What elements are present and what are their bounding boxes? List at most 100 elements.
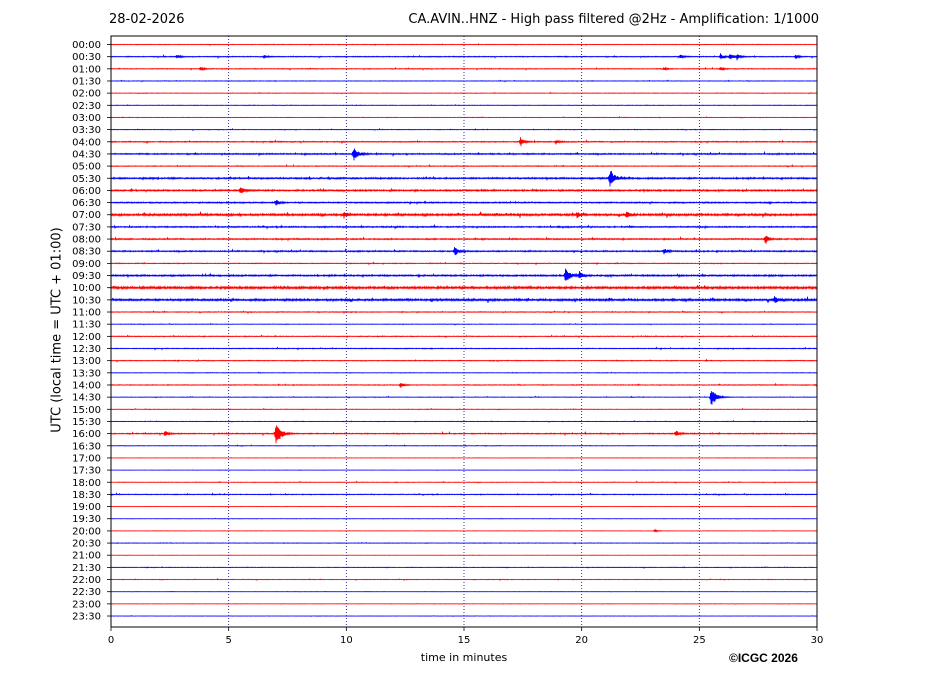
y-tick-label: 13:30	[72, 368, 101, 379]
y-tick-label: 07:30	[72, 222, 101, 233]
y-tick-label: 20:00	[72, 526, 101, 537]
y-tick-label: 17:30	[72, 466, 101, 477]
trace-2100	[110, 554, 818, 556]
y-tick-label: 21:30	[72, 563, 101, 574]
y-tick-label: 02:30	[72, 101, 101, 112]
y-tick-label: 00:30	[72, 52, 101, 63]
plot-date: 28-02-2026	[109, 12, 185, 27]
y-tick-label: 13:00	[72, 356, 101, 367]
trace-2330	[110, 615, 818, 617]
y-axis-label: UTC (local time = UTC + 01:00)	[49, 227, 65, 433]
x-tick-label: 20	[575, 635, 588, 646]
y-tick-label: 15:30	[72, 417, 101, 428]
y-tick-label: 01:00	[72, 64, 101, 75]
trace-0230	[110, 104, 818, 107]
y-tick-label: 08:00	[72, 235, 101, 246]
trace-0500	[110, 164, 818, 169]
y-tick-label: 19:00	[72, 502, 101, 513]
y-tick-label: 09:30	[72, 271, 101, 282]
y-tick-label: 03:30	[72, 125, 101, 136]
trace-0100	[110, 66, 818, 72]
trace-1630	[110, 444, 818, 448]
y-tick-label: 11:00	[72, 308, 101, 319]
x-tick-label: 25	[693, 635, 706, 646]
trace-0900	[110, 261, 818, 266]
y-tick-label: 19:30	[72, 514, 101, 525]
trace-0430	[110, 148, 818, 161]
y-tick-label: 06:00	[72, 186, 101, 197]
y-tick-label: 22:00	[72, 575, 101, 586]
plot-frame	[110, 35, 818, 628]
y-tick-label: 14:30	[72, 393, 101, 404]
trace-0200	[110, 91, 818, 95]
y-tick-label: 10:30	[72, 295, 101, 306]
x-tick-label: 0	[108, 635, 114, 646]
trace-1600	[110, 425, 818, 444]
y-tick-label: 08:30	[72, 247, 101, 258]
trace-1330	[110, 371, 818, 374]
y-tick-label: 15:00	[72, 405, 101, 416]
trace-0000	[110, 42, 818, 47]
trace-1230	[110, 346, 818, 351]
y-tick-label: 12:30	[72, 344, 101, 355]
y-tick-label: 03:00	[72, 113, 101, 124]
copyright-label: ©ICGC 2026	[729, 651, 798, 665]
y-tick-label: 14:00	[72, 380, 101, 391]
trace-0730	[110, 223, 818, 230]
trace-1100	[110, 310, 818, 315]
trace-1800	[110, 480, 818, 484]
y-tick-label: 21:00	[72, 551, 101, 562]
trace-2030	[110, 541, 818, 545]
chart-title: CA.AVIN..HNZ - High pass filtered @2Hz -…	[408, 12, 819, 27]
x-tick-label: 15	[458, 635, 471, 646]
trace-1200	[110, 334, 818, 339]
y-tick-label: 04:30	[72, 149, 101, 160]
y-tick-label: 00:00	[72, 40, 101, 51]
y-tick-label: 04:00	[72, 137, 101, 148]
y-tick-label: 16:30	[72, 441, 101, 452]
trace-0630	[110, 200, 818, 206]
trace-1700	[110, 457, 818, 459]
x-tick-label: 30	[811, 635, 824, 646]
trace-2000	[110, 528, 818, 533]
trace-0330	[110, 127, 818, 132]
trace-0600	[110, 187, 818, 194]
x-axis-label: time in minutes	[420, 651, 508, 664]
trace-0030	[110, 53, 818, 61]
y-tick-label: 12:00	[72, 332, 101, 343]
trace-0830	[110, 246, 818, 256]
y-tick-label: 18:30	[72, 490, 101, 501]
y-tick-label: 16:00	[72, 429, 101, 440]
y-tick-label: 10:00	[72, 283, 101, 294]
y-tick-label: 01:30	[72, 76, 101, 87]
trace-1400	[110, 382, 818, 388]
trace-0530	[110, 170, 818, 187]
y-tick-label: 11:30	[72, 320, 101, 331]
trace-2200	[110, 577, 818, 582]
trace-1930	[110, 517, 818, 520]
trace-1830	[110, 492, 818, 497]
y-tick-label: 09:00	[72, 259, 101, 270]
trace-0400	[110, 137, 818, 147]
trace-2300	[110, 603, 818, 605]
trace-1130	[110, 322, 818, 326]
y-tick-label: 07:00	[72, 210, 101, 221]
y-tick-label: 20:30	[72, 539, 101, 550]
y-tick-label: 05:30	[72, 174, 101, 185]
trace-1000	[110, 284, 818, 291]
trace-1730	[110, 469, 818, 471]
y-tick-label: 17:00	[72, 453, 101, 464]
y-tick-label: 05:00	[72, 162, 101, 173]
trace-1430	[110, 391, 818, 405]
y-tick-label: 22:30	[72, 587, 101, 598]
y-tick-label: 02:00	[72, 89, 101, 100]
x-tick-label: 10	[340, 635, 353, 646]
trace-2230	[110, 590, 818, 593]
trace-0300	[110, 115, 818, 119]
trace-1300	[110, 358, 818, 363]
trace-0800	[110, 235, 818, 244]
trace-1900	[110, 505, 818, 508]
trace-1030	[110, 296, 818, 303]
y-tick-label: 23:00	[72, 599, 101, 610]
